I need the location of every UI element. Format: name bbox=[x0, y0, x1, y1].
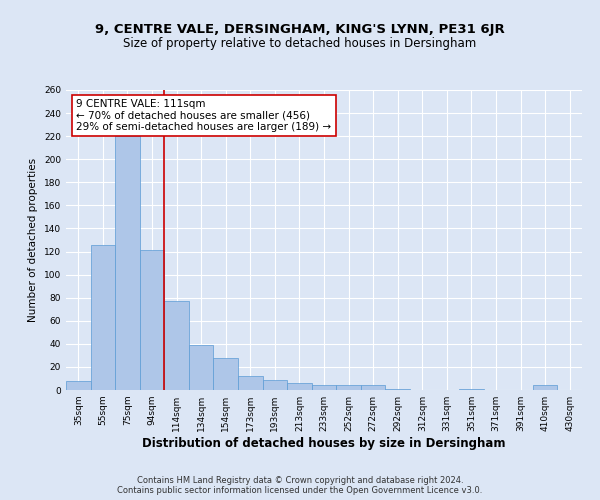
Bar bbox=[533, 386, 557, 390]
Bar bbox=[263, 380, 287, 390]
Bar bbox=[66, 381, 91, 390]
Text: 9, CENTRE VALE, DERSINGHAM, KING'S LYNN, PE31 6JR: 9, CENTRE VALE, DERSINGHAM, KING'S LYNN,… bbox=[95, 22, 505, 36]
Y-axis label: Number of detached properties: Number of detached properties bbox=[28, 158, 38, 322]
Bar bbox=[91, 244, 115, 390]
X-axis label: Distribution of detached houses by size in Dersingham: Distribution of detached houses by size … bbox=[142, 437, 506, 450]
Bar bbox=[214, 358, 238, 390]
Bar bbox=[287, 383, 312, 390]
Text: Contains HM Land Registry data © Crown copyright and database right 2024.
Contai: Contains HM Land Registry data © Crown c… bbox=[118, 476, 482, 495]
Bar bbox=[336, 386, 361, 390]
Bar bbox=[140, 250, 164, 390]
Bar bbox=[459, 389, 484, 390]
Bar bbox=[385, 389, 410, 390]
Bar bbox=[189, 345, 214, 390]
Text: 9 CENTRE VALE: 111sqm
← 70% of detached houses are smaller (456)
29% of semi-det: 9 CENTRE VALE: 111sqm ← 70% of detached … bbox=[76, 99, 331, 132]
Bar bbox=[238, 376, 263, 390]
Text: Size of property relative to detached houses in Dersingham: Size of property relative to detached ho… bbox=[124, 38, 476, 51]
Bar bbox=[312, 386, 336, 390]
Bar bbox=[361, 386, 385, 390]
Bar bbox=[115, 136, 140, 390]
Bar bbox=[164, 301, 189, 390]
